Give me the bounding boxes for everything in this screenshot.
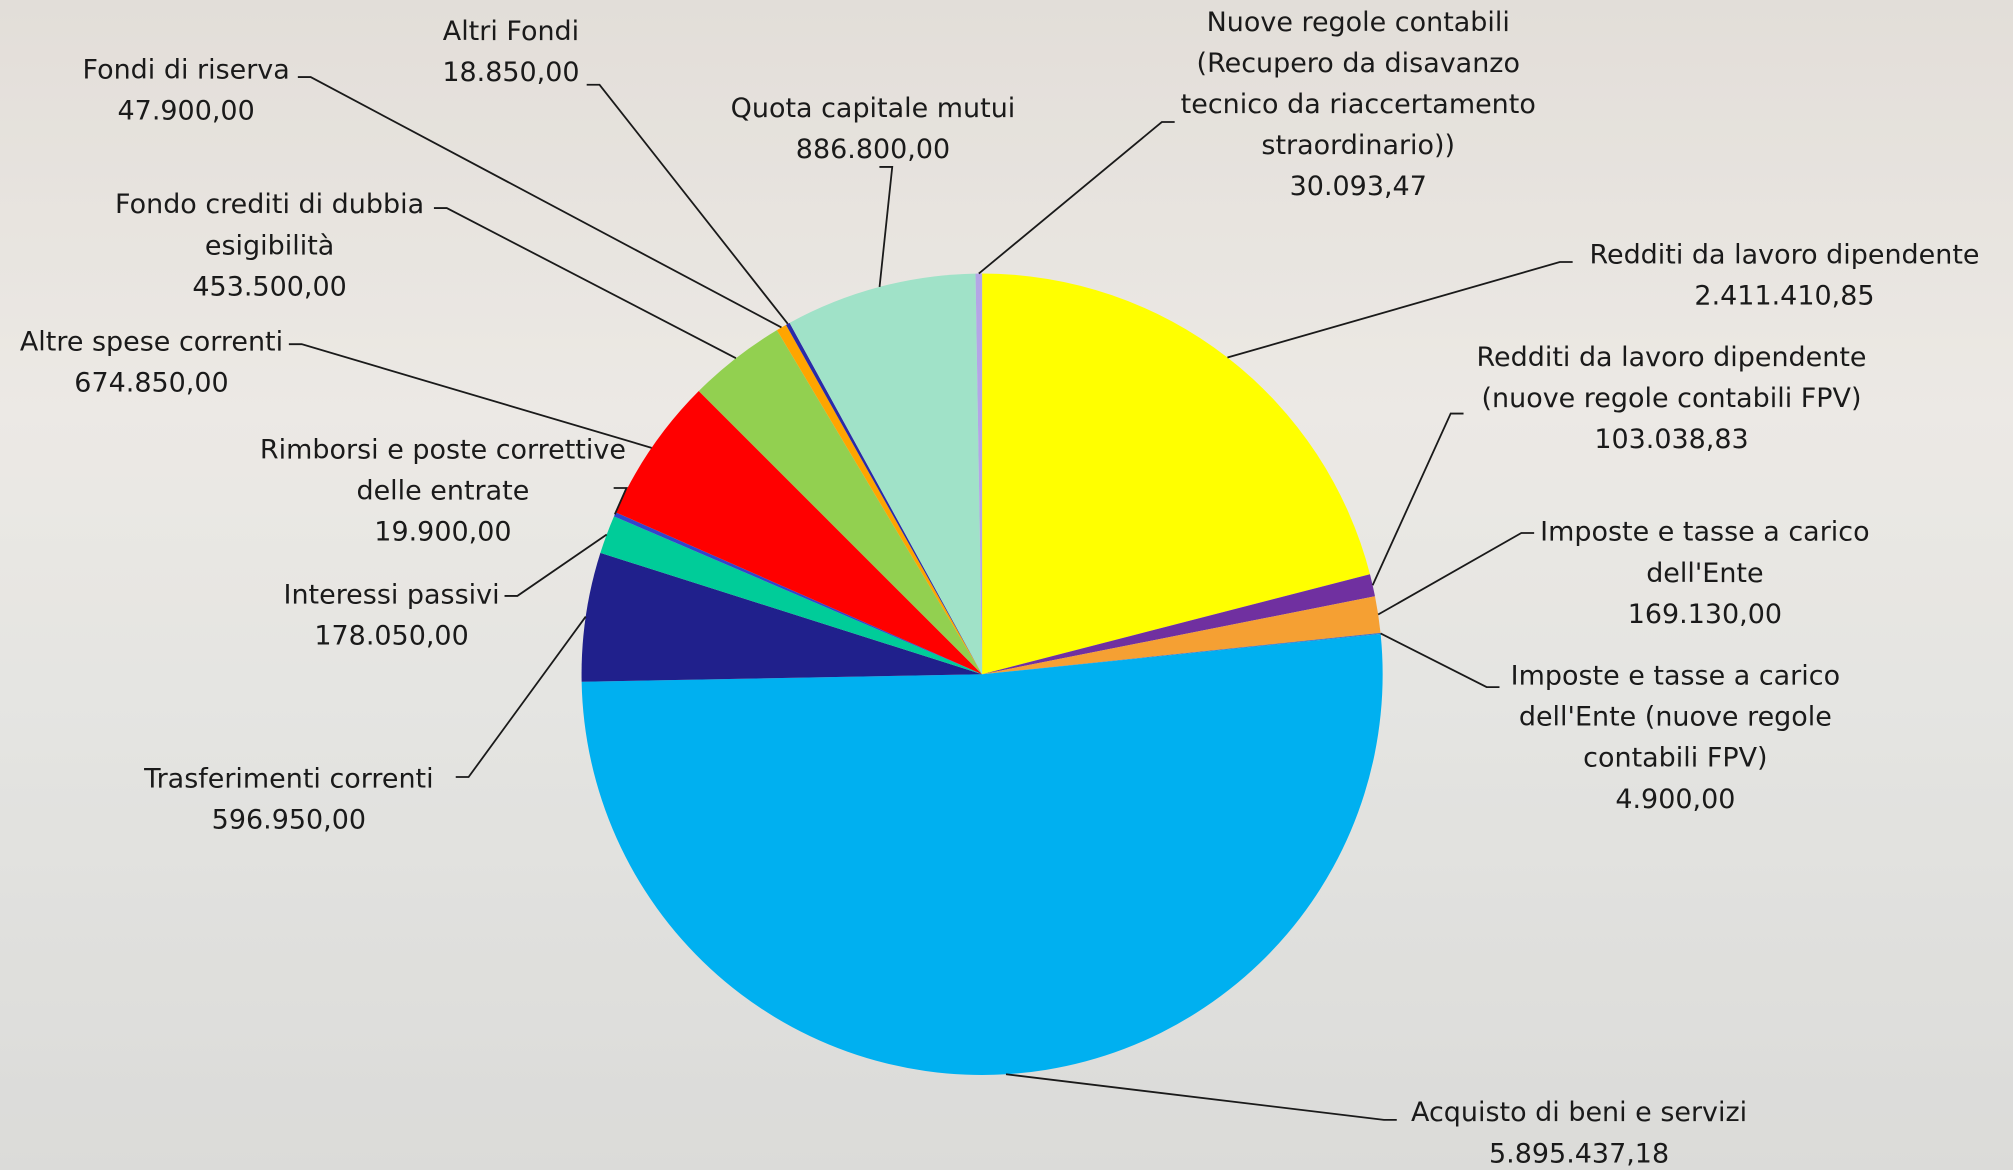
- category-name: Interessi passivi: [283, 579, 500, 611]
- slice-label: Rimborsi e poste correttive delle entrat…: [257, 429, 629, 552]
- category-name: Altre spese correnti: [19, 326, 284, 358]
- pie-slice: [776, 324, 983, 675]
- pie-slice: [789, 273, 983, 675]
- leader-line: [878, 166, 894, 288]
- category-name: Nuove regole contabili (Recupero da disa…: [1180, 6, 1536, 161]
- pie-slice: [581, 552, 983, 682]
- slice-label: Nuove regole contabili (Recupero da disa…: [1166, 1, 1551, 206]
- slice-label: Fondi di riserva 47.900,00: [0, 49, 417, 131]
- category-name: Fondi di riserva: [82, 53, 290, 85]
- value-label: 596.950,00: [211, 803, 367, 835]
- slice-label: Altri Fondi 18.850,00: [280, 10, 742, 92]
- pie-slice: [982, 273, 1370, 675]
- pie-slice: [785, 322, 983, 675]
- leader-line: [433, 207, 737, 359]
- slice-label: Altre spese correnti 674.850,00: [0, 321, 383, 403]
- pie-slice: [982, 574, 1375, 675]
- category-name: Trasferimenti correnti: [144, 762, 434, 794]
- slice-label: Interessi passivi 178.050,00: [160, 574, 622, 656]
- pie-slice: [615, 391, 983, 675]
- slice-label: Fondo crediti di dubbia esigibilità 453.5…: [83, 184, 455, 307]
- value-label: 169.130,00: [1627, 598, 1783, 630]
- value-label: 5.895.437,18: [1489, 1137, 1670, 1169]
- pie-slice: [600, 516, 983, 675]
- pie-slice: [613, 512, 983, 675]
- leader-line: [455, 616, 587, 778]
- slice-label: Quota capitale mutui 886.800,00: [642, 87, 1104, 169]
- category-name: Acquisto di beni e servizi: [1410, 1096, 1748, 1128]
- value-label: 4.900,00: [1615, 783, 1736, 815]
- value-label: 453.500,00: [192, 270, 347, 302]
- value-label: 103.038,83: [1594, 423, 1749, 455]
- leader-line: [1227, 261, 1573, 359]
- category-name: Rimborsi e poste correttive delle entrat…: [259, 434, 626, 507]
- leader-line: [978, 121, 1175, 275]
- slice-label: Redditi da lavoro dipendente (nuove rego…: [1460, 336, 1884, 459]
- pie-slice: [982, 632, 1381, 675]
- category-name: Fondo crediti di dubbia esigibilità: [115, 188, 425, 261]
- slice-label: Trasferimenti correnti 596.950,00: [58, 758, 520, 840]
- category-name: Redditi da lavoro dipendente: [1589, 238, 1980, 270]
- leader-line: [288, 343, 652, 449]
- pie-slice: [982, 596, 1381, 675]
- leader-line: [586, 83, 789, 325]
- leader-line: [613, 487, 628, 515]
- category-name: Imposte e tasse a carico dell'Ente: [1540, 516, 1870, 589]
- value-label: 674.850,00: [74, 367, 229, 399]
- value-label: 178.050,00: [314, 620, 469, 652]
- value-label: 886.800,00: [795, 133, 951, 165]
- slice-label: Redditi da lavoro dipendente 2.411.410,85: [1553, 234, 2013, 316]
- category-name: Imposte e tasse a carico dell'Ente (nuov…: [1510, 660, 1841, 774]
- value-label: 19.900,00: [374, 516, 512, 548]
- category-name: Altri Fondi: [442, 15, 580, 47]
- value-label: 2.411.410,85: [1694, 279, 1875, 311]
- category-name: Quota capitale mutui: [730, 92, 1016, 124]
- leader-line: [1380, 632, 1500, 688]
- pie-slice: [698, 330, 983, 675]
- leader-line: [1377, 532, 1535, 616]
- leader-line: [1005, 1073, 1397, 1121]
- leader-line: [504, 533, 608, 597]
- slice-label: Acquisto di beni e servizi 5.895.437,18: [1348, 1092, 1810, 1170]
- pie-slice: [581, 633, 1383, 1075]
- category-name: Redditi da lavoro dipendente (nuove rego…: [1476, 341, 1867, 414]
- leader-line: [297, 76, 782, 329]
- pie-slice: [975, 273, 983, 675]
- value-label: 47.900,00: [117, 95, 255, 126]
- value-label: 18.850,00: [442, 56, 580, 88]
- value-label: 30.093,47: [1289, 170, 1427, 202]
- slice-label: Imposte e tasse a carico dell'Ente (nuov…: [1489, 655, 1861, 819]
- leader-line: [1371, 412, 1464, 586]
- slice-label: Imposte e tasse a carico dell'Ente 169.13…: [1519, 511, 1891, 634]
